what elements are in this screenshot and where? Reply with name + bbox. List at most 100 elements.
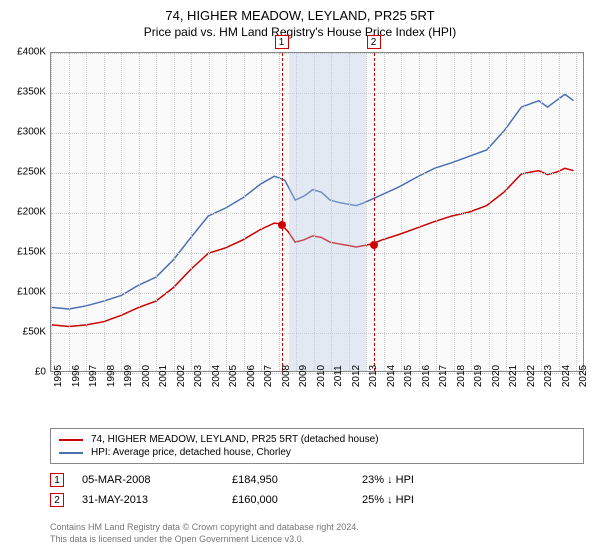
y-tick-label: £100K [17,287,46,298]
sales-price: £184,950 [232,474,322,486]
x-tick-label: 2025 [578,365,589,387]
x-tick-label: 2005 [228,365,239,387]
y-tick-label: £150K [17,247,46,258]
sale-marker-badge: 2 [367,35,381,49]
x-tick-label: 2007 [263,365,274,387]
sale-marker-line [374,53,375,371]
gridline-v [524,53,525,371]
gridline-v [489,53,490,371]
gridline-v [86,53,87,371]
legend-label: 74, HIGHER MEADOW, LEYLAND, PR25 5RT (de… [91,434,379,445]
gridline-v [576,53,577,371]
x-tick-label: 2003 [193,365,204,387]
x-tick-label: 2017 [438,365,449,387]
sales-table: 1 05-MAR-2008 £184,950 23% ↓ HPI 2 31-MAY-201… [50,470,584,510]
x-tick-label: 1998 [106,365,117,387]
x-tick-label: 2023 [543,365,554,387]
x-tick-label: 2022 [526,365,537,387]
gridline-v [384,53,385,371]
sales-price: £160,000 [232,494,322,506]
sales-row: 1 05-MAR-2008 £184,950 23% ↓ HPI [50,470,584,490]
gridline-v [401,53,402,371]
x-tick-label: 1996 [71,365,82,387]
sale-marker-badge: 1 [275,35,289,49]
gridline-v [174,53,175,371]
gridline-v [104,53,105,371]
x-tick-label: 1997 [88,365,99,387]
y-tick-label: £50K [23,327,46,338]
x-tick-label: 1999 [123,365,134,387]
x-tick-label: 2018 [456,365,467,387]
y-tick-label: £0 [35,367,46,378]
gridline-v [419,53,420,371]
sales-date: 05-MAR-2008 [82,474,192,486]
x-tick-label: 2001 [158,365,169,387]
x-axis: 1995199619971998199920002001200220032004… [50,372,584,432]
legend-swatch [59,439,83,441]
legend: 74, HIGHER MEADOW, LEYLAND, PR25 5RT (de… [50,428,584,464]
sales-row-badge: 2 [50,493,64,507]
sale-marker-line [282,53,283,371]
x-tick-label: 2004 [211,365,222,387]
x-tick-label: 2019 [473,365,484,387]
gridline-v [541,53,542,371]
y-tick-label: £350K [17,87,46,98]
plot-area: 12 [50,52,584,372]
sales-row: 2 31-MAY-2013 £160,000 25% ↓ HPI [50,490,584,510]
gridline-v [436,53,437,371]
legend-item: HPI: Average price, detached house, Chor… [59,446,575,459]
sales-delta: 25% ↓ HPI [362,494,414,506]
x-tick-label: 2010 [316,365,327,387]
x-tick-label: 1995 [53,365,64,387]
gridline-v [244,53,245,371]
gridline-v [471,53,472,371]
x-tick-label: 2013 [368,365,379,387]
y-tick-label: £200K [17,207,46,218]
x-tick-label: 2016 [421,365,432,387]
x-tick-label: 2020 [491,365,502,387]
gridline-v [454,53,455,371]
legend-swatch [59,452,83,454]
gridline-v [559,53,560,371]
x-tick-label: 2002 [176,365,187,387]
sales-delta: 23% ↓ HPI [362,474,414,486]
sale-dot [278,221,286,229]
gridline-v [366,53,367,371]
gridline-v [139,53,140,371]
x-tick-label: 2014 [386,365,397,387]
sales-date: 31-MAY-2013 [82,494,192,506]
y-axis: £0£50K£100K£150K£200K£250K£300K£350K£400… [0,52,50,372]
x-tick-label: 2024 [561,365,572,387]
footer-line-2: This data is licensed under the Open Gov… [50,534,584,546]
x-tick-label: 2015 [403,365,414,387]
y-tick-label: £250K [17,167,46,178]
gridline-v [226,53,227,371]
chart-container: 74, HIGHER MEADOW, LEYLAND, PR25 5RT Pri… [0,0,600,560]
y-tick-label: £300K [17,127,46,138]
legend-label: HPI: Average price, detached house, Chor… [91,447,291,458]
gridline-v [506,53,507,371]
sale-dot [370,241,378,249]
gridline-v [209,53,210,371]
footer: Contains HM Land Registry data © Crown c… [50,522,584,545]
x-tick-label: 2008 [281,365,292,387]
gridline-v [51,53,52,371]
x-tick-label: 2012 [351,365,362,387]
recession-band [289,53,366,371]
x-tick-label: 2011 [333,365,344,387]
gridline-v [279,53,280,371]
sales-row-badge: 1 [50,473,64,487]
x-tick-label: 2009 [298,365,309,387]
chart-subtitle: Price paid vs. HM Land Registry's House … [0,23,600,47]
footer-line-1: Contains HM Land Registry data © Crown c… [50,522,584,534]
y-tick-label: £400K [17,47,46,58]
x-tick-label: 2021 [508,365,519,387]
x-tick-label: 2006 [246,365,257,387]
legend-item: 74, HIGHER MEADOW, LEYLAND, PR25 5RT (de… [59,433,575,446]
gridline-v [156,53,157,371]
gridline-v [191,53,192,371]
chart-title: 74, HIGHER MEADOW, LEYLAND, PR25 5RT [0,0,600,23]
x-tick-label: 2000 [141,365,152,387]
gridline-v [69,53,70,371]
gridline-v [121,53,122,371]
